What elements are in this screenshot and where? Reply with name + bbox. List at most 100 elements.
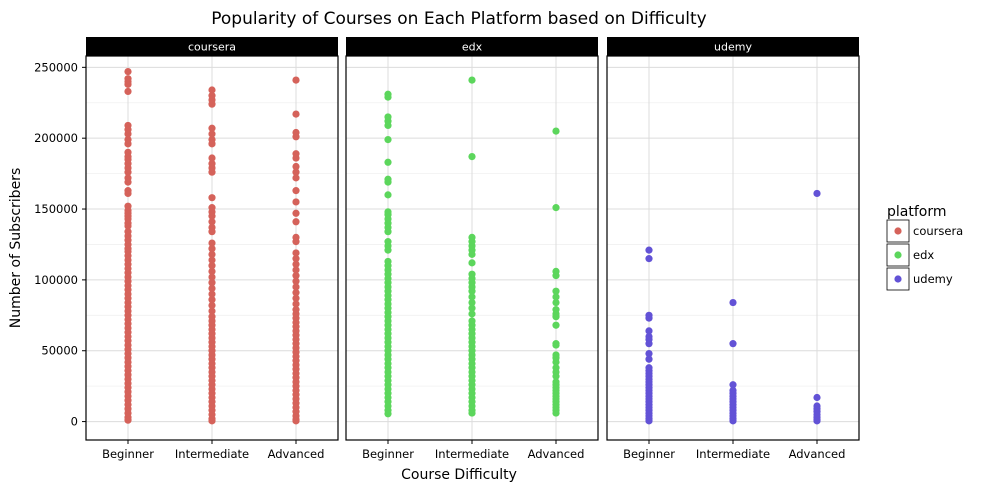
data-point xyxy=(384,228,392,236)
data-point xyxy=(208,250,216,258)
facet-strip-label: edx xyxy=(462,41,483,54)
y-tick-label: 150000 xyxy=(34,202,78,216)
y-tick-label: 250000 xyxy=(34,60,78,74)
data-point xyxy=(552,298,560,307)
data-point xyxy=(645,349,653,358)
data-point xyxy=(208,228,216,236)
data-point xyxy=(384,93,392,101)
data-point xyxy=(292,168,300,176)
data-point xyxy=(468,76,476,84)
data-point xyxy=(208,290,216,298)
data-point xyxy=(384,178,392,186)
data-point xyxy=(208,218,216,226)
data-point xyxy=(292,289,300,297)
legend-entry-label: edx xyxy=(913,248,934,262)
y-tick-label: 0 xyxy=(71,415,78,429)
data-point xyxy=(208,256,216,264)
facet-strip xyxy=(346,37,598,56)
data-point xyxy=(292,238,300,246)
x-tick-label: Beginner xyxy=(362,447,414,461)
panel-udemy: udemy Beginner Intermediate Advanced xyxy=(606,37,860,461)
data-point xyxy=(552,272,560,280)
data-point xyxy=(468,259,476,267)
data-point xyxy=(468,409,476,417)
data-point xyxy=(292,417,300,425)
data-point xyxy=(552,321,560,329)
data-point xyxy=(208,262,216,270)
data-point xyxy=(124,178,132,186)
legend-entry-label: coursera xyxy=(913,224,963,238)
data-point xyxy=(645,255,653,263)
data-point xyxy=(645,355,653,363)
facet-strip-label: coursera xyxy=(188,41,236,54)
data-point xyxy=(292,272,300,280)
legend-swatch xyxy=(894,227,902,235)
data-point xyxy=(292,255,300,263)
data-point xyxy=(729,298,737,307)
data-point xyxy=(645,327,653,335)
data-point xyxy=(292,294,300,302)
data-point xyxy=(468,304,476,312)
data-point xyxy=(384,410,392,418)
data-point xyxy=(384,121,392,130)
facet-panels: coursera Beginner Intermediate Advanced edx B… xyxy=(85,37,860,461)
data-point xyxy=(552,287,560,295)
data-point xyxy=(813,189,821,198)
x-tick-label: Beginner xyxy=(102,447,154,461)
data-point xyxy=(384,136,392,144)
data-point xyxy=(208,212,216,220)
data-point xyxy=(292,266,300,274)
data-point xyxy=(208,284,216,292)
legend-entry-label: udemy xyxy=(913,272,953,286)
data-point xyxy=(729,417,737,425)
data-point xyxy=(292,174,300,182)
data-point xyxy=(552,313,560,321)
data-point xyxy=(468,310,476,318)
data-point xyxy=(292,249,300,257)
legend-title: platform xyxy=(887,204,947,220)
data-point xyxy=(208,273,216,281)
data-point xyxy=(208,239,216,247)
data-point xyxy=(292,277,300,285)
x-tick-label: Beginner xyxy=(623,447,675,461)
data-point xyxy=(292,260,300,268)
data-point xyxy=(552,372,560,380)
data-point xyxy=(208,140,216,148)
data-point xyxy=(292,162,300,171)
y-axis-title: Number of Subscribers xyxy=(8,168,24,328)
y-tick-label: 200000 xyxy=(34,131,78,145)
x-tick-label: Advanced xyxy=(268,447,325,461)
data-point xyxy=(468,293,476,301)
data-point xyxy=(645,246,653,254)
data-point xyxy=(124,80,132,88)
data-point xyxy=(208,301,216,309)
data-point xyxy=(384,158,392,166)
data-point xyxy=(292,154,300,162)
data-point xyxy=(208,168,216,176)
data-point xyxy=(552,204,560,212)
data-point xyxy=(208,124,216,132)
data-point xyxy=(292,283,300,291)
data-point xyxy=(208,296,216,304)
facet-strip xyxy=(86,37,338,56)
data-point xyxy=(208,245,216,253)
data-point xyxy=(208,100,216,108)
y-tick-label: 100000 xyxy=(34,273,78,287)
data-point xyxy=(208,154,216,162)
data-point xyxy=(208,86,216,94)
data-point xyxy=(552,127,560,135)
data-point xyxy=(384,246,392,254)
data-point xyxy=(813,417,821,425)
data-point xyxy=(468,250,476,258)
data-point xyxy=(124,168,132,176)
facet-strip xyxy=(607,37,859,56)
legend-swatch xyxy=(894,275,902,283)
data-point xyxy=(124,67,132,76)
data-point xyxy=(468,287,476,295)
x-tick-label: Intermediate xyxy=(696,447,770,461)
data-point xyxy=(292,110,300,118)
x-axis-title: Course Difficulty xyxy=(401,467,517,483)
data-point xyxy=(124,189,132,198)
data-point xyxy=(729,381,737,389)
data-point xyxy=(552,341,560,349)
